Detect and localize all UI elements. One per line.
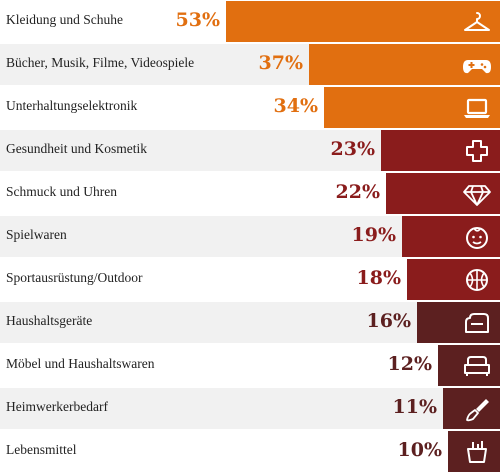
chart-row: Haushaltsgeräte 16% [0, 302, 500, 343]
chart-row: Heimwerkerbedarf 11% [0, 388, 500, 429]
gamepad-icon [463, 60, 491, 74]
category-label: Schmuck und Uhren [6, 184, 117, 199]
category-label: Möbel und Haushaltswaren [6, 356, 155, 371]
category-label: Gesundheit und Kosmetik [6, 141, 147, 156]
chart-bar [226, 1, 500, 42]
chart-bar [381, 130, 500, 171]
chart-row: Unterhaltungselektronik 34% [0, 87, 500, 128]
chart-row: Bücher, Musik, Filme, Videospiele 37% [0, 44, 500, 85]
chart-bar [386, 173, 500, 214]
category-label: Spielwaren [6, 227, 67, 242]
chart-bar [443, 388, 500, 429]
category-label: Kleidung und Schuhe [6, 12, 123, 27]
basketball-icon [466, 269, 488, 291]
value-label: 37% [258, 52, 304, 74]
category-label: Unterhaltungselektronik [6, 98, 138, 113]
chart-row: Lebensmittel 10% [0, 431, 500, 472]
chart-bar [324, 87, 500, 128]
value-label: 22% [335, 181, 381, 203]
shopping-basket-icon [467, 441, 487, 463]
chart-bar [448, 431, 500, 472]
value-label: 16% [366, 310, 412, 332]
category-label: Lebensmittel [6, 442, 77, 457]
value-label: 10% [397, 439, 443, 461]
chart-row: Kleidung und Schuhe 53% [0, 1, 500, 42]
value-label: 12% [387, 353, 433, 375]
chart-bar [402, 216, 500, 257]
value-label: 53% [175, 9, 221, 31]
baby-face-icon [466, 227, 488, 249]
sofa-icon [464, 356, 490, 376]
paint-brush-icon [466, 399, 489, 422]
chart-row: Schmuck und Uhren 22% [0, 173, 500, 214]
laptop-icon [464, 98, 490, 118]
category-label: Bücher, Musik, Filme, Videospiele [6, 55, 195, 70]
chart-bar [417, 302, 500, 343]
diamond-icon [463, 185, 491, 206]
value-label: 34% [273, 95, 319, 117]
chart-row: Gesundheit und Kosmetik 23% [0, 130, 500, 171]
value-label: 18% [356, 267, 402, 289]
category-label: Haushaltsgeräte [6, 313, 93, 328]
value-label: 11% [392, 396, 438, 418]
toaster-icon [465, 313, 489, 333]
category-label: Heimwerkerbedarf [6, 399, 108, 414]
category-label: Sportausrüstung/Outdoor [6, 270, 143, 285]
hanger-icon [464, 12, 490, 31]
value-label: 23% [330, 138, 376, 160]
value-label: 19% [351, 224, 397, 246]
chart-row: Spielwaren 19% [0, 216, 500, 257]
medical-cross-icon [466, 140, 488, 162]
chart-row: Sportausrüstung/Outdoor 18% [0, 259, 500, 300]
chart-row: Möbel und Haushaltswaren 12% [0, 345, 500, 386]
